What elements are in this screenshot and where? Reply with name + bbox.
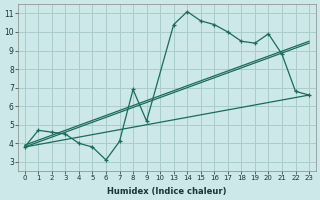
- X-axis label: Humidex (Indice chaleur): Humidex (Indice chaleur): [107, 187, 227, 196]
